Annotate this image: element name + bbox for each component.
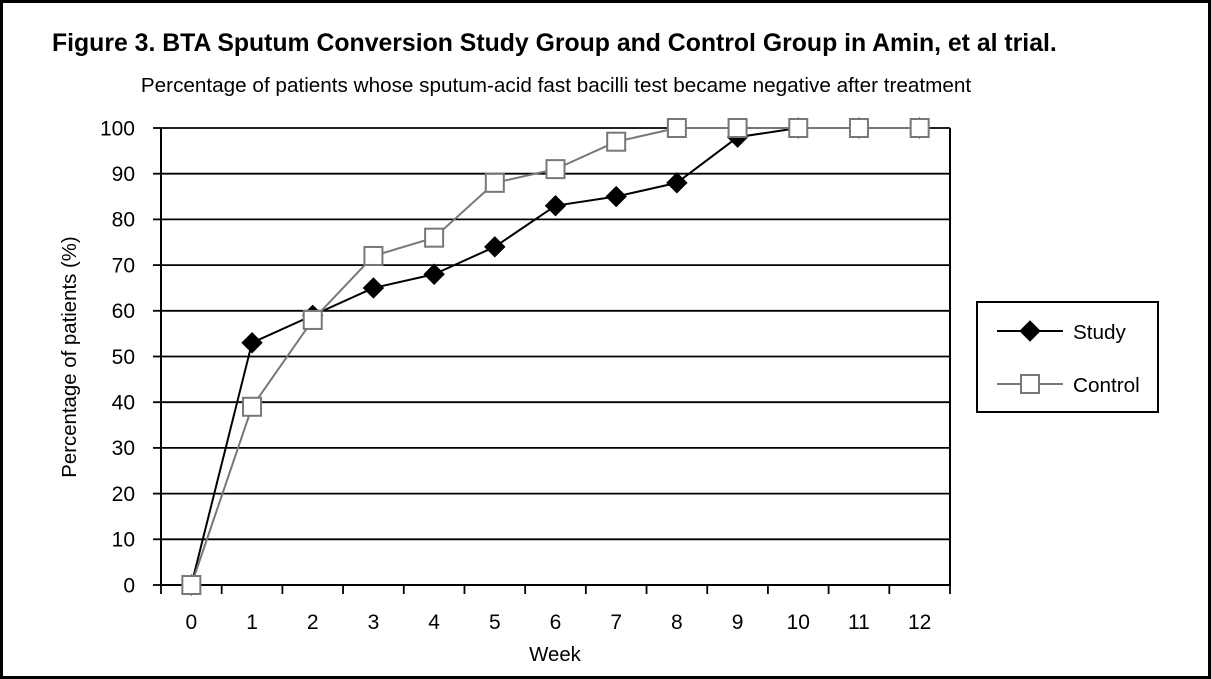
y-tick-label: 0 bbox=[123, 574, 135, 597]
y-tick-label: 40 bbox=[112, 392, 135, 415]
x-tick-label: 11 bbox=[848, 611, 870, 634]
control-data-point-week-9 bbox=[727, 118, 748, 138]
y-tick-label: 80 bbox=[112, 209, 135, 232]
study-data-point-week-7 bbox=[605, 185, 627, 208]
x-axis-label: Week bbox=[529, 644, 582, 666]
x-tick-label: 4 bbox=[428, 611, 440, 634]
y-tick-label: 50 bbox=[112, 346, 135, 369]
study-data-point-week-8 bbox=[666, 172, 688, 194]
x-tick-label: 1 bbox=[246, 611, 258, 634]
x-tick-label: 9 bbox=[732, 611, 744, 634]
series-control bbox=[181, 118, 930, 595]
study-data-point-week-3 bbox=[362, 277, 385, 299]
y-tick-label: 90 bbox=[112, 163, 135, 186]
x-tick-label: 2 bbox=[307, 611, 319, 634]
study-data-point-week-6 bbox=[544, 194, 567, 217]
x-tick-label: 6 bbox=[550, 611, 562, 634]
control-data-point-week-6 bbox=[545, 159, 566, 180]
control-data-point-week-1 bbox=[242, 396, 263, 417]
control-data-point-week-4 bbox=[424, 227, 445, 248]
legend-label: Control bbox=[1073, 374, 1140, 397]
legend: Study Control bbox=[976, 301, 1159, 413]
y-tick-label: 20 bbox=[112, 483, 135, 506]
legend-item-study: Study bbox=[997, 320, 1127, 344]
plot-series bbox=[180, 117, 931, 596]
y-tick-label: 30 bbox=[112, 437, 135, 460]
x-tick-label: 7 bbox=[610, 611, 622, 634]
y-axis-label: Percentage of patients (%) bbox=[59, 236, 81, 477]
control-data-point-week-7 bbox=[606, 131, 627, 152]
control-data-point-week-0 bbox=[181, 575, 202, 595]
x-tick-label: 3 bbox=[368, 611, 380, 634]
control-data-point-week-5 bbox=[484, 172, 505, 193]
y-tick-label: 70 bbox=[112, 254, 135, 277]
control-data-point-week-3 bbox=[363, 245, 384, 266]
y-axis: 0 10 20 30 40 50 60 70 80 90 100 bbox=[100, 117, 162, 597]
x-axis: 0 1 2 3 4 5 6 7 8 9 10 11 12 bbox=[160, 584, 951, 634]
control-data-point-week-12 bbox=[909, 118, 930, 138]
study-data-point-week-1 bbox=[241, 332, 263, 354]
control-data-point-week-8 bbox=[666, 118, 687, 138]
legend-item-control: Control bbox=[997, 374, 1140, 397]
control-data-point-week-10 bbox=[788, 118, 809, 138]
diamond-marker-icon bbox=[1019, 320, 1041, 342]
x-tick-label: 0 bbox=[186, 611, 198, 634]
study-data-point-week-4 bbox=[423, 263, 445, 285]
x-tick-label: 10 bbox=[787, 611, 810, 634]
y-tick-label: 60 bbox=[112, 300, 135, 323]
y-tick-label: 10 bbox=[112, 529, 135, 552]
study-data-point-week-5 bbox=[484, 236, 506, 258]
x-tick-label: 12 bbox=[908, 611, 931, 634]
x-tick-label: 8 bbox=[671, 611, 683, 634]
control-data-point-week-2 bbox=[302, 309, 323, 330]
legend-box bbox=[976, 301, 1159, 413]
chart-title: Figure 3. BTA Sputum Conversion Study Gr… bbox=[52, 30, 1057, 57]
control-data-point-week-11 bbox=[848, 118, 869, 138]
square-marker-icon bbox=[1020, 374, 1040, 394]
x-tick-label: 5 bbox=[489, 611, 501, 634]
y-tick-label: 100 bbox=[100, 117, 135, 140]
legend-label: Study bbox=[1073, 321, 1127, 344]
chart-subtitle: Percentage of patients whose sputum-acid… bbox=[141, 74, 971, 97]
